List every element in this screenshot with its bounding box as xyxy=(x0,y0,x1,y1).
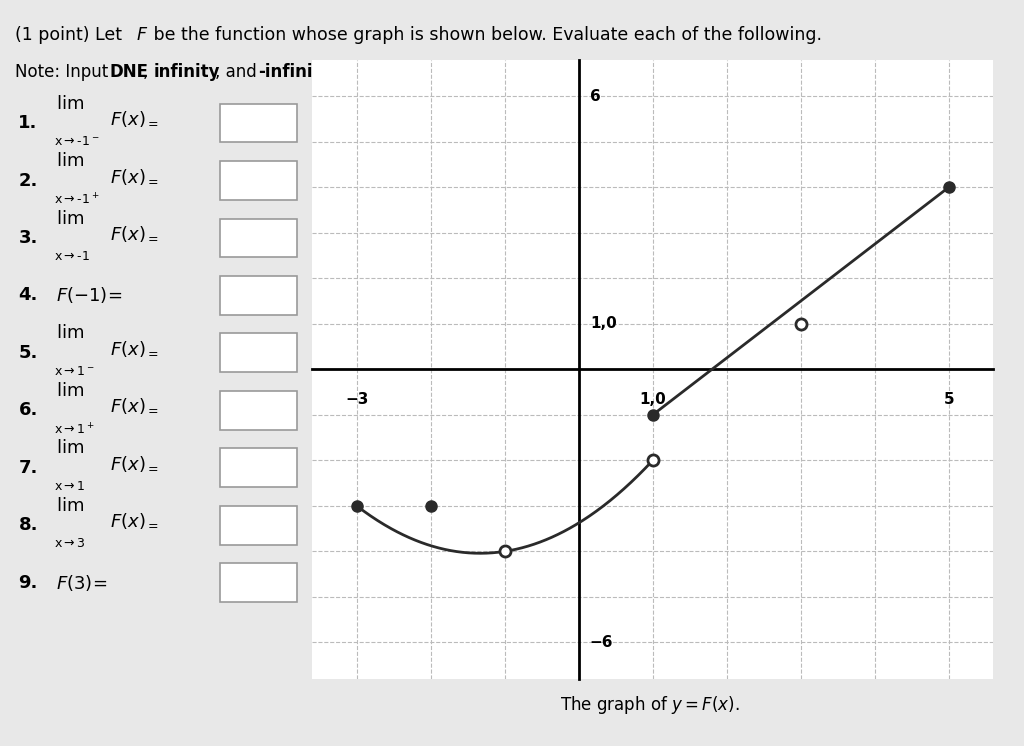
Text: $F(x)_=$: $F(x)_=$ xyxy=(110,339,159,358)
Text: $F(x)_=$: $F(x)_=$ xyxy=(110,166,159,186)
Text: 5: 5 xyxy=(943,392,954,407)
Text: $F(x)_=$: $F(x)_=$ xyxy=(110,454,159,473)
Text: DNE: DNE xyxy=(110,63,148,81)
Text: −3: −3 xyxy=(345,392,369,407)
Text: x$\to$1$^-$: x$\to$1$^-$ xyxy=(54,365,95,377)
Text: -infinity: -infinity xyxy=(258,63,332,81)
Text: Note: Input: Note: Input xyxy=(15,63,114,81)
Text: be the function whose graph is shown below. Evaluate each of the following.: be the function whose graph is shown bel… xyxy=(148,26,822,44)
Text: The graph of $y = F(x)$.: The graph of $y = F(x)$. xyxy=(560,694,740,716)
Text: $F(x)_=$: $F(x)_=$ xyxy=(110,109,159,128)
FancyBboxPatch shape xyxy=(220,563,297,602)
FancyBboxPatch shape xyxy=(220,219,297,257)
Text: x$\to$-1: x$\to$-1 xyxy=(54,250,90,263)
Text: infinity: infinity xyxy=(154,63,220,81)
Text: $F(3)\!=\!$: $F(3)\!=\!$ xyxy=(56,573,108,592)
Text: $\lim$: $\lim$ xyxy=(56,95,84,113)
Text: x$\to$-1$^+$: x$\to$-1$^+$ xyxy=(54,192,99,208)
Text: , ∞, and −∞, respectively.: , ∞, and −∞, respectively. xyxy=(466,63,680,81)
Text: 4.: 4. xyxy=(18,286,38,304)
Text: 9.: 9. xyxy=(18,574,38,592)
Text: F: F xyxy=(136,26,146,44)
FancyBboxPatch shape xyxy=(220,448,297,487)
Text: for: for xyxy=(330,63,364,81)
Text: $F(x)_=$: $F(x)_=$ xyxy=(110,224,159,243)
Text: 6: 6 xyxy=(590,89,601,104)
Text: $F(x)_=$: $F(x)_=$ xyxy=(110,511,159,530)
Text: $\lim$: $\lim$ xyxy=(56,152,84,170)
FancyBboxPatch shape xyxy=(220,333,297,372)
FancyBboxPatch shape xyxy=(220,104,297,142)
Text: $\lim$: $\lim$ xyxy=(56,382,84,400)
FancyBboxPatch shape xyxy=(220,506,297,545)
FancyBboxPatch shape xyxy=(220,161,297,200)
Text: 1.: 1. xyxy=(18,114,38,132)
Text: 8.: 8. xyxy=(18,516,38,534)
FancyBboxPatch shape xyxy=(220,276,297,315)
Text: does not exist: does not exist xyxy=(357,63,474,81)
Text: x$\to$1$^+$: x$\to$1$^+$ xyxy=(54,422,95,438)
Text: −6: −6 xyxy=(590,635,613,650)
Text: 7.: 7. xyxy=(18,459,38,477)
Text: $F(-1)\!=\!$: $F(-1)\!=\!$ xyxy=(56,286,123,305)
Text: x$\to$-1$^-$: x$\to$-1$^-$ xyxy=(54,135,99,148)
Text: $\lim$: $\lim$ xyxy=(56,439,84,457)
Text: 3.: 3. xyxy=(18,229,38,247)
FancyBboxPatch shape xyxy=(220,391,297,430)
Text: x$\to$1: x$\to$1 xyxy=(54,480,86,492)
Text: x$\to$3: x$\to$3 xyxy=(54,537,86,550)
Text: 1,0: 1,0 xyxy=(639,392,667,407)
Text: , and: , and xyxy=(215,63,262,81)
Text: 6.: 6. xyxy=(18,401,38,419)
Text: ,: , xyxy=(143,63,154,81)
Text: 1,0: 1,0 xyxy=(590,316,616,331)
Text: $\lim$: $\lim$ xyxy=(56,210,84,228)
Text: 5.: 5. xyxy=(18,344,38,362)
Text: $\lim$: $\lim$ xyxy=(56,497,84,515)
Text: $F(x)_=$: $F(x)_=$ xyxy=(110,396,159,416)
Text: (1 point) Let: (1 point) Let xyxy=(15,26,128,44)
Text: 2.: 2. xyxy=(18,172,38,189)
Text: $\lim$: $\lim$ xyxy=(56,325,84,342)
